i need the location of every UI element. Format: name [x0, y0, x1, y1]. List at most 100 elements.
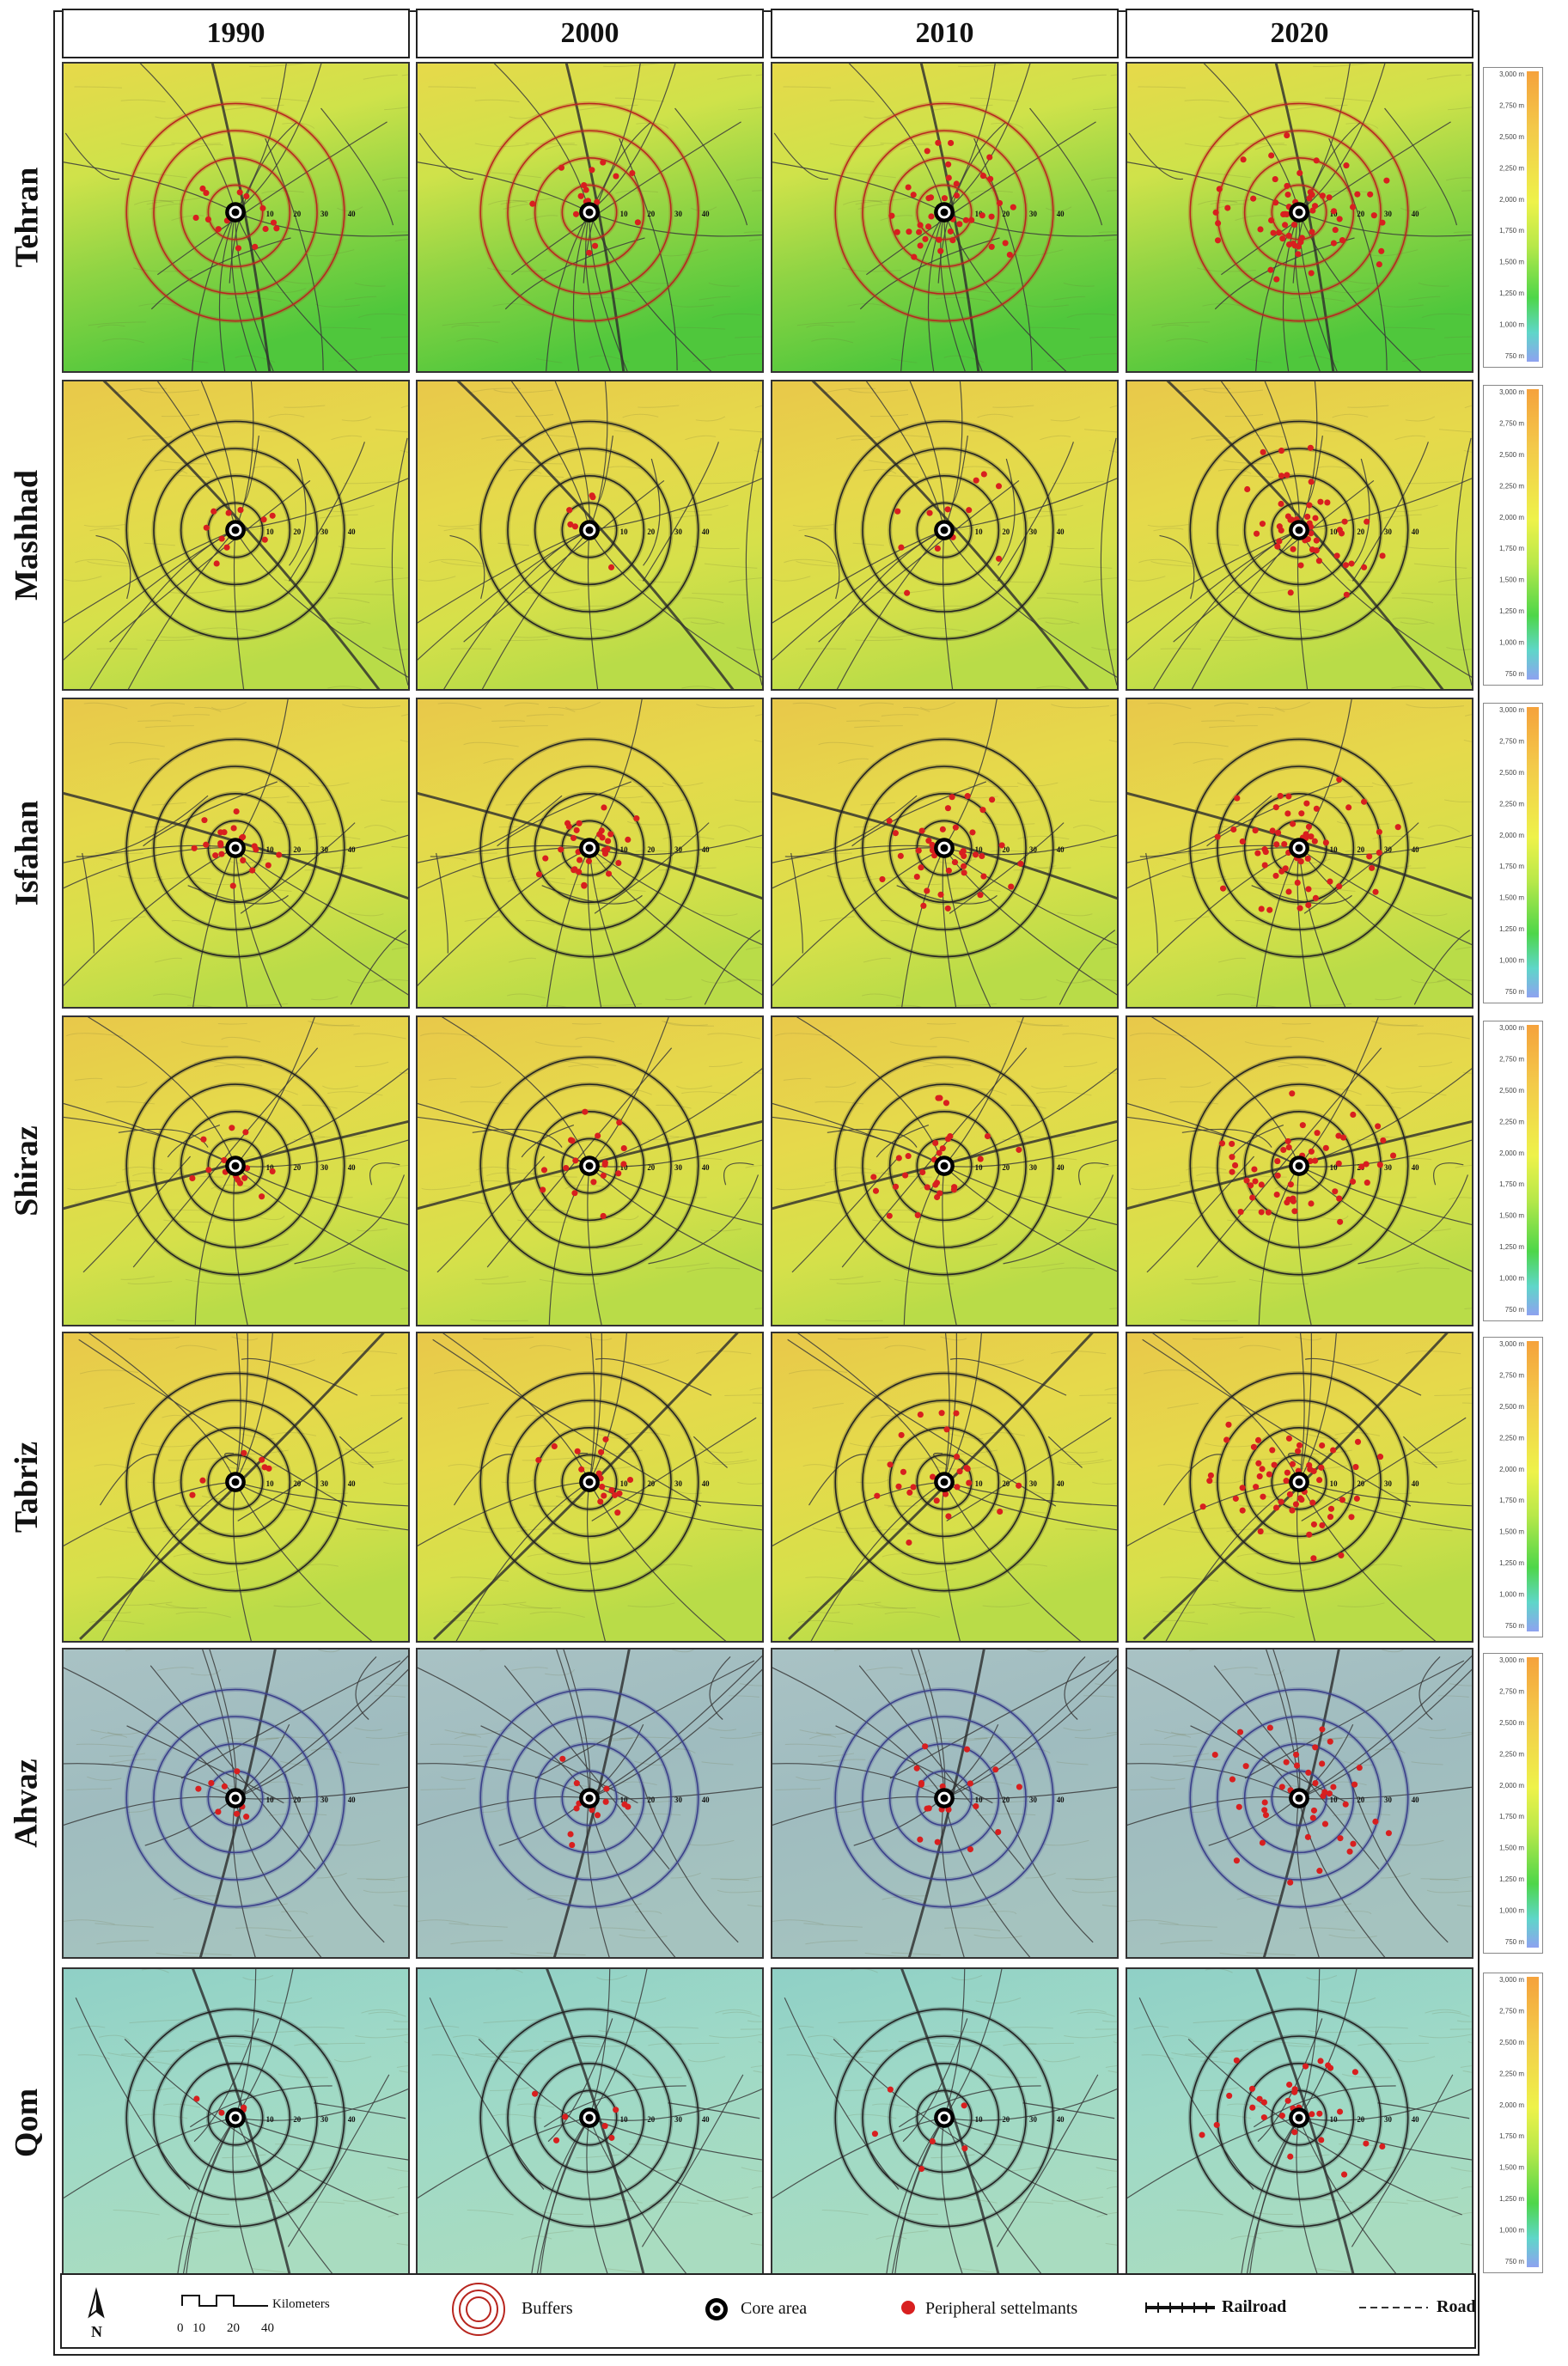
terrain-relief [419, 1021, 762, 1322]
settlement-dot [1269, 827, 1276, 834]
settlement-dot [235, 1176, 241, 1183]
settlement-dot [1285, 232, 1292, 239]
terrain-relief [428, 64, 762, 363]
settlement-dot [208, 1779, 215, 1787]
settlement-dot [919, 1168, 926, 1176]
settlement-dot [1284, 210, 1290, 218]
settlement-dot [924, 1805, 930, 1812]
peripheral-settlements [189, 1449, 272, 1498]
settlement-dot [1315, 558, 1322, 564]
settlement-dot [1215, 220, 1222, 227]
railroad-icon [1145, 2302, 1215, 2313]
settlement-dot [917, 1836, 924, 1843]
settlement-dot [1284, 1199, 1290, 1206]
settlement-dot [269, 512, 276, 519]
buffer-label-20: 20 [647, 1479, 655, 1488]
buffer-label-40: 40 [702, 2115, 710, 2124]
buffer-label-10: 10 [975, 845, 983, 854]
settlement-dot [1235, 1803, 1242, 1810]
buffer-label-10: 10 [266, 1479, 274, 1488]
buffer-label-10: 10 [620, 1163, 628, 1172]
core-area-marker [934, 838, 955, 858]
city-name: Tehran [9, 167, 46, 268]
map-panel-tabriz-2000: 10 20 30 40 [416, 1332, 764, 1643]
settlement-dot [1272, 1504, 1280, 1511]
settlement-dot [1321, 1789, 1328, 1796]
buffer-label-10: 10 [266, 845, 274, 854]
elevation-tick: 1,250 m [1499, 1875, 1524, 1883]
settlement-dot [1327, 1505, 1335, 1512]
settlement-dot [1286, 2081, 1293, 2089]
city-name: Shiraz [9, 1125, 45, 1217]
buffer-label-10: 10 [620, 2115, 628, 2124]
buffer-label-20: 20 [1002, 845, 1010, 854]
settlement-dot [918, 864, 924, 871]
elevation-tick: 1,000 m [1499, 957, 1524, 965]
buffer-label-40: 40 [1412, 1796, 1419, 1804]
settlement-dot [1351, 2069, 1358, 2076]
elevation-tick: 1,000 m [1499, 639, 1524, 647]
elevation-tick: 750 m [1505, 2258, 1525, 2265]
settlement-dot [1249, 2104, 1256, 2111]
settlement-dot [1223, 1436, 1230, 1443]
settlement-dot [1199, 2131, 1205, 2138]
settlement-dot [1273, 841, 1280, 848]
settlement-dot [1268, 216, 1275, 224]
settlement-dot [956, 1468, 963, 1475]
elevation-tick: 1,250 m [1499, 1243, 1524, 1251]
settlement-dot [932, 1139, 939, 1147]
settlement-dot [1299, 1122, 1306, 1129]
settlement-dot [1313, 157, 1320, 164]
settlement-dot [922, 1743, 929, 1750]
terrain-relief [433, 1336, 762, 1641]
settlement-dot [1319, 1521, 1326, 1528]
settlement-dot [1296, 169, 1303, 176]
core-area-marker [225, 1156, 246, 1176]
settlement-dot [235, 245, 242, 252]
settlement-dot [1284, 1137, 1291, 1144]
elevation-tick: 1,250 m [1499, 2195, 1524, 2203]
settlement-dot [1340, 2171, 1348, 2178]
settlement-dot [1312, 894, 1319, 901]
terrain-relief [424, 1969, 762, 2273]
peripheral-settlements [535, 804, 640, 889]
road-label: Road [1437, 2297, 1476, 2316]
elevation-tick: 2,750 m [1499, 737, 1524, 745]
buffer-rings [478, 2007, 701, 2229]
settlement-dot [984, 1132, 991, 1140]
settlement-dot [1272, 176, 1278, 183]
settlement-dot [252, 243, 259, 250]
elevation-legend-ahvaz: 3,000 m 2,750 m 2,500 m 2,250 m 2,000 m 1,750… [1483, 1653, 1543, 1954]
settlement-dot [1254, 1436, 1262, 1443]
settlement-dot [614, 1509, 621, 1516]
settlement-dot [221, 1783, 228, 1790]
buffer-label-10: 10 [975, 1479, 983, 1488]
settlement-dot [892, 1183, 900, 1190]
settlement-dot [1297, 562, 1304, 569]
settlement-dot [1287, 589, 1294, 596]
settlement-dot [1289, 1507, 1296, 1514]
settlement-dot [574, 1448, 581, 1454]
elevation-tick: 2,250 m [1499, 1434, 1524, 1442]
settlement-dot [243, 1814, 250, 1820]
settlement-dot [265, 1465, 272, 1472]
map-panel-qom-2020: 10 20 30 40 [1126, 1967, 1473, 2278]
buffer-rings [478, 1371, 701, 1594]
settlement-dot [894, 229, 900, 235]
settlement-dot [205, 1167, 212, 1174]
settlement-dot [1250, 1443, 1257, 1450]
settlement-dot [1351, 1781, 1358, 1788]
settlement-dot [943, 1100, 950, 1107]
core-area-marker [225, 202, 246, 223]
buffer-label-30: 30 [320, 2115, 328, 2124]
settlement-dot [1239, 1507, 1246, 1514]
settlement-dot [200, 1136, 207, 1143]
settlement-dot [944, 905, 951, 912]
buffer-label-10: 10 [266, 210, 274, 218]
settlement-dot [570, 834, 577, 841]
settlement-dot [1008, 883, 1015, 890]
terrain-relief [418, 1649, 762, 1957]
settlement-dot [1249, 1194, 1256, 1201]
buffer-label-30: 30 [1029, 527, 1037, 536]
settlement-dot [601, 804, 607, 811]
